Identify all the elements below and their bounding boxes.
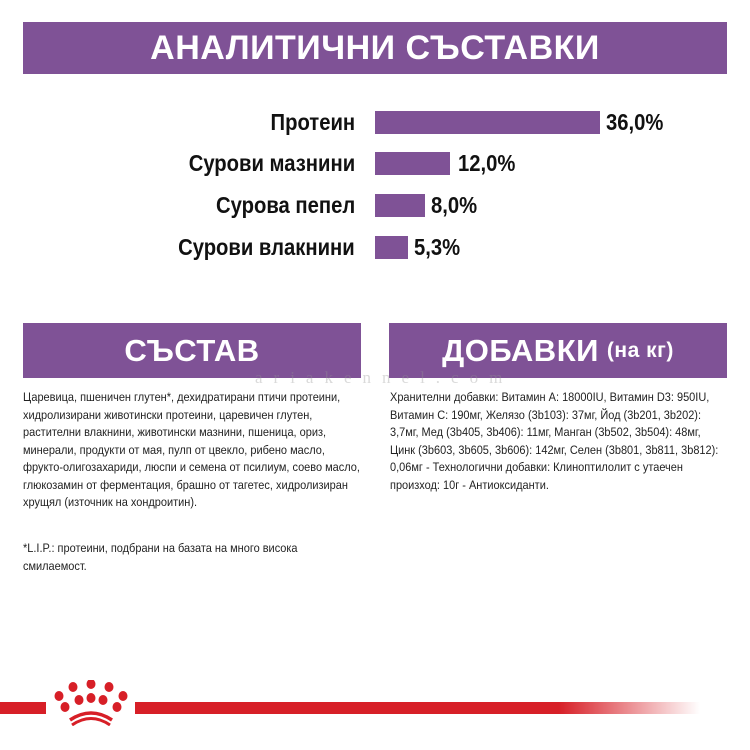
crown-icon bbox=[54, 680, 128, 726]
chart-row-protein: Протеин 36,0% bbox=[0, 104, 750, 140]
composition-footnote: *L.I.P.: протеини, подбрани на базата на… bbox=[23, 541, 298, 573]
composition-banner: СЪСТАВ bbox=[23, 323, 361, 378]
chart-bar bbox=[375, 110, 600, 134]
chart-label: Протеин bbox=[270, 108, 355, 135]
composition-text: Царевица, пшеничен глутен*, дехидратиран… bbox=[23, 390, 360, 509]
additives-banner: ДОБАВКИ (на кг) bbox=[389, 323, 727, 378]
additives-title: ДОБАВКИ bbox=[442, 332, 599, 368]
chart-bar bbox=[375, 235, 408, 259]
additives-title-suffix: (на кг) bbox=[606, 338, 674, 362]
additives-text: Хранителни добавки: Витамин А: 18000IU, … bbox=[390, 390, 719, 492]
composition-title: СЪСТАВ bbox=[124, 332, 260, 368]
chart-value: 8,0% bbox=[431, 191, 478, 218]
chart-label: Сурови влакнини bbox=[178, 233, 355, 260]
analytical-constituents-title: АНАЛИТИЧНИ СЪСТАВКИ bbox=[150, 28, 600, 67]
chart-row-ash: Сурова пепел 8,0% bbox=[0, 187, 750, 223]
chart-value: 36,0% bbox=[606, 108, 664, 135]
chart-label: Сурови мазнини bbox=[188, 149, 355, 176]
chart-value: 5,3% bbox=[414, 233, 461, 260]
chart-label: Сурова пепел bbox=[215, 191, 355, 218]
chart-bar bbox=[375, 151, 450, 175]
chart-bar bbox=[375, 193, 425, 217]
footer-line-right bbox=[135, 702, 700, 714]
chart-value: 12,0% bbox=[458, 149, 516, 176]
footer-line-left bbox=[0, 702, 46, 714]
analytical-bar-chart: Протеин 36,0% Сурови мазнини 12,0% Суров… bbox=[0, 100, 750, 270]
analytical-constituents-banner: АНАЛИТИЧНИ СЪСТАВКИ bbox=[23, 22, 727, 74]
chart-row-fiber: Сурови влакнини 5,3% bbox=[0, 229, 750, 265]
watermark: ariakennel.com bbox=[255, 368, 514, 387]
chart-row-fat: Сурови мазнини 12,0% bbox=[0, 145, 750, 181]
